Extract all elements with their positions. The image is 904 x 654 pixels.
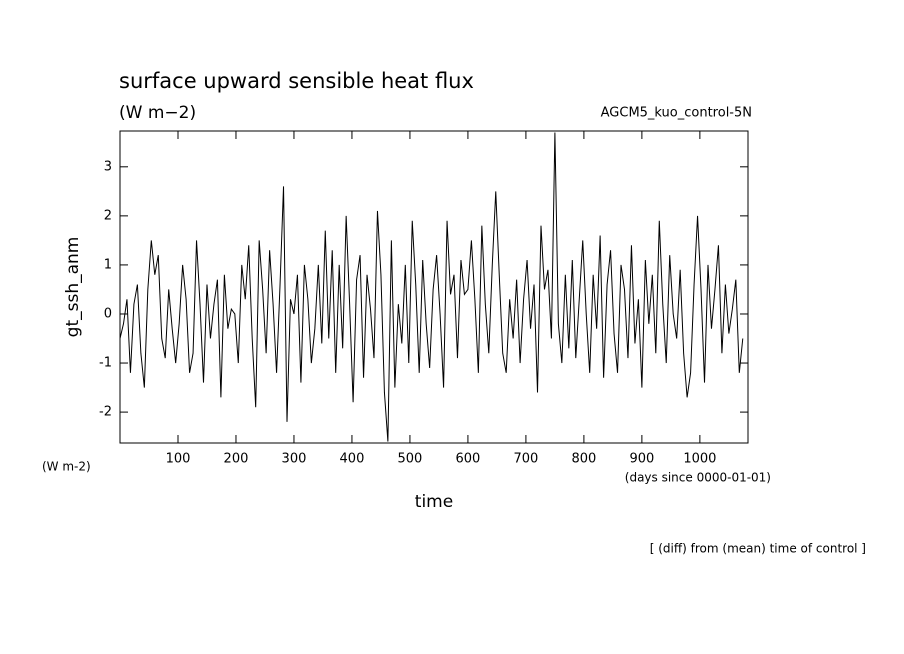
data-line	[119, 132, 744, 442]
plot-frame	[119, 130, 749, 444]
subtitle: (W m−2)	[119, 103, 196, 123]
y-tick-label: 3	[104, 159, 112, 174]
y-tick-label: 2	[104, 208, 112, 223]
y-tick-label: 0	[104, 306, 112, 321]
x-axis-label: time	[415, 492, 453, 512]
y-tick-label: 1	[104, 257, 112, 272]
note: [ (diff) from (mean) time of control ]	[650, 542, 866, 556]
y-tick-label: -2	[99, 405, 112, 420]
x-tick-label: 600	[456, 452, 481, 467]
x-units: (days since 0000-01-01)	[625, 471, 771, 485]
x-tick-label: 700	[513, 452, 538, 467]
x-tick-label: 500	[398, 452, 423, 467]
x-tick-label: 1000	[683, 452, 716, 467]
y-axis-label: gt_ssh_anm	[63, 237, 83, 338]
x-tick-label: 100	[166, 452, 191, 467]
run-label: AGCM5_kuo_control-5N	[601, 106, 752, 121]
y-units: (W m-2)	[42, 460, 91, 474]
x-tick-label: 900	[629, 452, 654, 467]
x-tick-label: 200	[224, 452, 249, 467]
x-tick-label: 800	[571, 452, 596, 467]
x-tick-label: 400	[340, 452, 365, 467]
x-tick-label: 300	[282, 452, 307, 467]
y-tick-label: -1	[99, 356, 112, 371]
chart-title: surface upward sensible heat flux	[119, 69, 474, 93]
